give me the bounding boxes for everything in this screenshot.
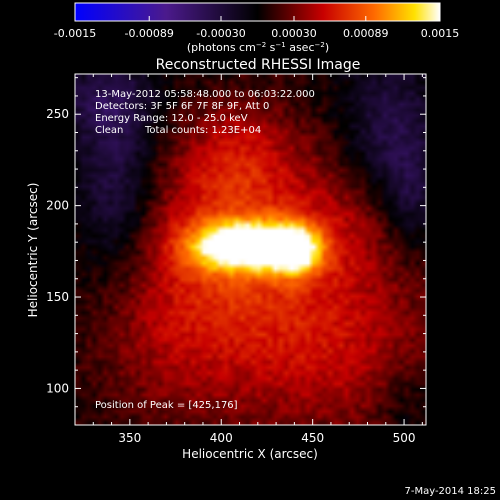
- plot-frame: [74, 73, 427, 426]
- x-tick-label: 350: [118, 431, 141, 445]
- colorbar-tick-label: -0.0015: [54, 27, 96, 40]
- colorbar-unit-label: (photons cm−2 s−1 asec−2): [187, 41, 329, 54]
- annotation-peak: Position of Peak = [425,176]: [95, 400, 238, 411]
- annotation-method: Clean: [95, 125, 123, 136]
- x-tick-label: 400: [210, 431, 233, 445]
- annotation-energy-range: Energy Range: 12.0 - 25.0 keV: [95, 113, 248, 124]
- y-axis-label: Heliocentric Y (arcsec): [26, 183, 40, 318]
- heatmap-image: [75, 74, 426, 425]
- y-tick-label: 100: [46, 381, 69, 395]
- annotation-time-range: 13-May-2012 05:58:48.000 to 06:03:22.000: [95, 89, 315, 100]
- colorbar-tick-label: 0.00030: [271, 27, 317, 40]
- colorbar-gradient: [74, 2, 441, 22]
- colorbar-ticks: -0.0015 -0.00089 -0.00030 0.00030 0.00089 0.0…: [54, 16, 459, 40]
- y-tick-label: 150: [46, 290, 69, 304]
- colorbar-tick-label: 0.00089: [343, 27, 389, 40]
- annotation-detectors: Detectors: 3F 5F 6F 7F 8F 9F, Att 0: [95, 101, 269, 112]
- x-tick-label: 450: [301, 431, 324, 445]
- colorbar-tick-label: 0.0015: [421, 27, 460, 40]
- y-tick-label: 200: [46, 199, 69, 213]
- y-tick-label: 250: [46, 107, 69, 121]
- x-tick-label: 500: [393, 431, 416, 445]
- heatmap-raster: [75, 74, 426, 425]
- colorbar: -0.0015 -0.00089 -0.00030 0.00030 0.00089 0.0…: [54, 2, 459, 54]
- footer-date: 7-May-2014 18:25: [404, 486, 496, 497]
- plot-area: 350 400 450 500 100 150 200 250 13-May-2012 05:…: [46, 73, 427, 445]
- chart-title: Reconstructed RHESSI Image: [156, 57, 361, 73]
- axis-ticks: 350 400 450 500 100 150 200 250: [46, 74, 426, 445]
- colorbar-tick-label: -0.00030: [196, 27, 245, 40]
- annotation-total-counts: Total counts: 1.23E+04: [144, 125, 261, 136]
- x-axis-label: Heliocentric X (arcsec): [182, 447, 318, 461]
- colorbar-tick-label: -0.00089: [124, 27, 173, 40]
